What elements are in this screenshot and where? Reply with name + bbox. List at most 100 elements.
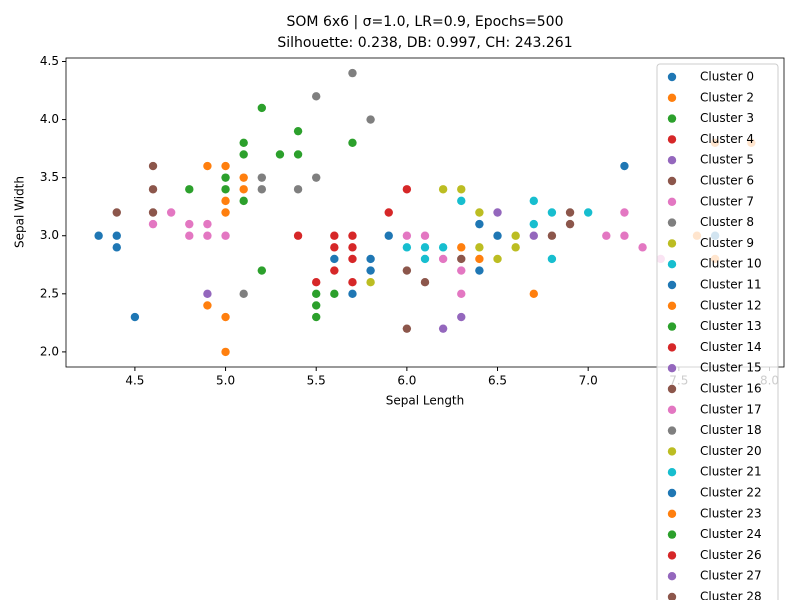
point xyxy=(257,185,267,194)
point xyxy=(239,173,248,182)
legend-label: Cluster 10 xyxy=(700,257,762,271)
point xyxy=(275,150,285,159)
y-tick-label: 3.5 xyxy=(40,170,59,184)
point xyxy=(583,208,593,217)
legend-label: Cluster 7 xyxy=(700,194,754,208)
legend-marker xyxy=(667,260,677,269)
point xyxy=(257,173,267,182)
legend-marker xyxy=(667,364,677,373)
point xyxy=(239,138,248,148)
legend-marker xyxy=(667,176,677,186)
y-tick-label: 2.0 xyxy=(40,344,59,358)
chart-subtitle: Silhouette: 0.238, DB: 0.997, CH: 243.26… xyxy=(277,35,572,51)
point xyxy=(221,231,230,240)
point xyxy=(493,231,502,240)
point xyxy=(420,231,430,240)
point xyxy=(529,289,538,299)
point xyxy=(330,231,339,240)
x-tick-label: 4.5 xyxy=(125,374,144,388)
point xyxy=(293,185,303,194)
legend-marker xyxy=(667,218,677,227)
x-axis-label: Sepal Length xyxy=(386,394,465,408)
point xyxy=(529,231,538,240)
point xyxy=(620,208,629,217)
point xyxy=(366,254,375,264)
point xyxy=(203,301,212,310)
point xyxy=(293,126,303,136)
point xyxy=(148,185,158,194)
legend-label: Cluster 28 xyxy=(700,590,762,600)
legend-label: Cluster 0 xyxy=(700,70,754,84)
legend-label: Cluster 4 xyxy=(700,132,754,146)
point xyxy=(565,219,575,229)
point xyxy=(221,161,230,171)
point xyxy=(112,231,121,240)
point xyxy=(257,266,267,275)
legend-marker xyxy=(667,197,677,206)
legend-label: Cluster 16 xyxy=(700,382,762,396)
legend-marker xyxy=(667,572,677,581)
legend-label: Cluster 26 xyxy=(700,548,762,562)
point xyxy=(130,312,140,322)
legend-marker xyxy=(667,468,677,477)
plot-frame xyxy=(65,57,785,368)
x-tick-label: 5.0 xyxy=(216,374,235,388)
point xyxy=(420,254,430,264)
point xyxy=(330,266,339,275)
legend-marker xyxy=(667,114,677,123)
legend-marker xyxy=(667,530,677,539)
x-tick-label: 7.0 xyxy=(579,374,598,388)
legend-marker xyxy=(667,322,677,331)
legend-label: Cluster 3 xyxy=(700,111,754,125)
legend-marker xyxy=(667,592,677,600)
legend-marker xyxy=(667,488,677,498)
point xyxy=(203,161,212,171)
point xyxy=(438,324,448,333)
legend-marker xyxy=(667,405,677,414)
point xyxy=(475,208,484,217)
point xyxy=(148,208,158,217)
legend-marker xyxy=(667,384,677,394)
point xyxy=(529,219,538,229)
legend-label: Cluster 12 xyxy=(700,298,762,312)
point xyxy=(221,347,230,357)
point xyxy=(312,312,321,322)
point xyxy=(348,254,357,264)
y-tick-label: 3.0 xyxy=(40,228,59,242)
point xyxy=(239,150,248,159)
point xyxy=(602,231,611,240)
point xyxy=(475,266,484,275)
point xyxy=(330,254,339,264)
point xyxy=(384,208,393,217)
point xyxy=(366,277,375,287)
point xyxy=(185,219,194,229)
point xyxy=(384,231,393,240)
point xyxy=(239,196,248,206)
chart-title: SOM 6x6 | σ=1.0, LR=0.9, Epochs=500 xyxy=(287,14,564,30)
legend-label: Cluster 11 xyxy=(700,278,762,292)
legend-box xyxy=(656,63,779,600)
point xyxy=(185,231,194,240)
point xyxy=(438,254,448,264)
point xyxy=(221,185,230,194)
point xyxy=(348,277,357,287)
legend-label: Cluster 14 xyxy=(700,340,762,354)
point xyxy=(402,243,412,252)
legend-marker xyxy=(667,280,677,290)
point xyxy=(457,196,466,206)
legend-label: Cluster 15 xyxy=(700,361,762,375)
legend-marker xyxy=(667,156,677,165)
point xyxy=(620,161,629,171)
point xyxy=(221,173,230,182)
point xyxy=(493,254,502,264)
legend-marker xyxy=(667,93,677,103)
legend-marker xyxy=(667,239,677,248)
point xyxy=(402,185,412,194)
point xyxy=(239,185,248,194)
point xyxy=(457,289,466,299)
legend-label: Cluster 18 xyxy=(700,423,762,437)
x-tick-label: 5.5 xyxy=(307,374,326,388)
legend-label: Cluster 5 xyxy=(700,153,754,167)
point xyxy=(457,266,466,275)
point xyxy=(638,243,647,252)
